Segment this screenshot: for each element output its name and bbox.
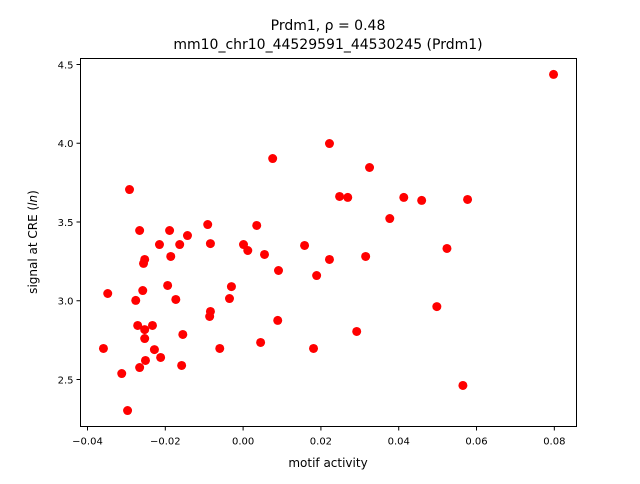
x-tick-label: −0.04 (72, 437, 103, 448)
data-point (138, 286, 148, 296)
data-point (135, 225, 145, 235)
data-point (432, 302, 442, 312)
data-point (458, 380, 468, 390)
data-point (131, 295, 141, 305)
y-tick-label: 3.0 (58, 297, 74, 308)
ticks-layer: −0.04 −0.02 0.00 0.02 0.04 0.06 0.08 2.5 3.0 3.5 4… (58, 60, 566, 447)
data-point (224, 294, 234, 304)
data-point (215, 343, 225, 353)
data-point (300, 240, 310, 250)
data-point (103, 289, 113, 299)
data-point (156, 352, 166, 362)
chart-title-line1: Prdm1, ρ = 0.48 (271, 18, 386, 34)
data-point (417, 195, 427, 205)
data-point (135, 363, 145, 373)
data-point (309, 343, 319, 353)
data-point (166, 251, 176, 261)
data-point (463, 194, 473, 204)
data-point (252, 220, 262, 230)
chart-title-line2: mm10_chr10_44529591_44530245 (Prdm1) (173, 37, 482, 53)
data-point (140, 254, 150, 264)
y-axis-label: signal at CRE (ln) (26, 190, 40, 294)
data-point (260, 249, 270, 259)
data-point (365, 162, 375, 172)
data-point (324, 139, 334, 149)
y-tick-label: 4.5 (58, 60, 74, 71)
data-point (140, 355, 150, 365)
data-point (149, 345, 159, 355)
data-point (98, 343, 108, 353)
data-point (205, 239, 215, 249)
data-point (273, 315, 283, 325)
data-point (163, 280, 173, 290)
data-point (165, 225, 175, 235)
x-tick-label: 0.04 (388, 437, 410, 448)
data-point (361, 251, 371, 261)
x-tick-label: 0.08 (543, 437, 565, 448)
data-point (123, 406, 133, 416)
data-point (182, 231, 192, 241)
data-point (343, 192, 353, 202)
data-point (268, 154, 278, 164)
x-axis-label: motif activity (288, 456, 367, 470)
y-tick-label: 3.5 (58, 218, 74, 229)
data-point (175, 240, 185, 250)
points-layer (98, 69, 559, 416)
data-point (203, 220, 213, 230)
x-tick-label: 0.02 (310, 437, 332, 448)
data-point (352, 326, 362, 336)
x-tick-label: 0.00 (232, 437, 254, 448)
data-point (399, 192, 409, 202)
data-point (549, 69, 559, 79)
data-point (312, 271, 322, 281)
plot-frame (80, 58, 577, 427)
data-point (177, 360, 187, 370)
y-tick-label: 4.0 (58, 139, 74, 150)
data-point (385, 214, 395, 224)
data-point (243, 246, 253, 256)
data-point (147, 320, 157, 330)
data-point (171, 294, 181, 304)
data-point (324, 254, 334, 264)
data-point (274, 266, 284, 276)
x-tick-label: 0.06 (465, 437, 487, 448)
data-point (256, 337, 266, 347)
data-point (442, 243, 452, 253)
data-point (133, 320, 143, 330)
x-tick-label: −0.02 (150, 437, 181, 448)
data-point (117, 369, 127, 379)
data-point (205, 306, 215, 316)
data-point (226, 282, 236, 292)
data-point (335, 191, 345, 201)
data-point (178, 329, 188, 339)
data-point (125, 185, 135, 195)
data-point (140, 325, 150, 335)
data-point (154, 240, 164, 250)
y-tick-label: 2.5 (58, 375, 74, 386)
data-point (140, 334, 150, 344)
